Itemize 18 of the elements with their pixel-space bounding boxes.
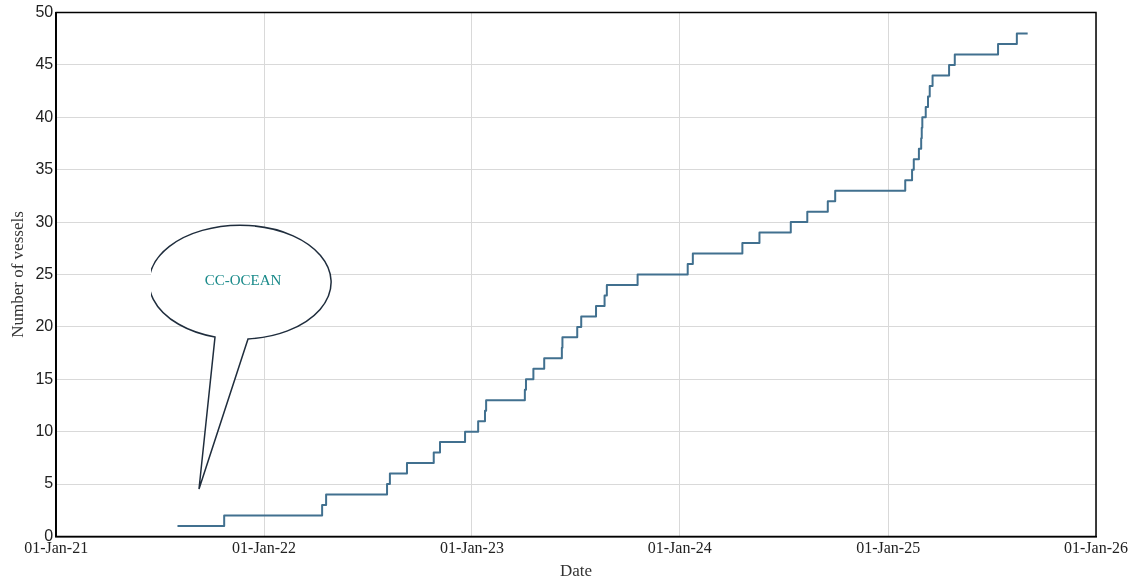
y-tick-label: 45	[35, 55, 54, 73]
y-tick-label: 30	[35, 212, 54, 230]
x-axis-title: Date	[560, 561, 593, 581]
y-axis-title: Number of vessels	[7, 211, 27, 338]
y-tick-label: 25	[35, 264, 54, 282]
y-tick-label: 35	[35, 160, 54, 178]
y-tick-label: 15	[35, 369, 54, 387]
x-tick-label: 01-Jan-22	[232, 539, 297, 557]
y-tick-label: 10	[35, 422, 54, 440]
y-tick-label: 20	[35, 317, 54, 335]
annotation: CC-OCEAN	[203, 272, 283, 289]
x-tick-label: 01-Jan-24	[647, 539, 712, 557]
y-tick-label: 5	[44, 474, 54, 492]
x-tick-label: 01-Jan-23	[439, 539, 504, 557]
x-tick-label: 01-Jan-26	[1064, 539, 1128, 557]
x-tick-label: 01-Jan-25	[856, 539, 921, 557]
y-tick-label: 40	[35, 107, 54, 125]
y-tick-label: 50	[35, 3, 54, 21]
